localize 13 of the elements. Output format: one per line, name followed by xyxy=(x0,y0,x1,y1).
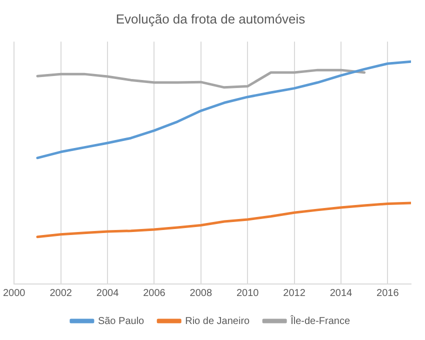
x-tick-label: 2004 xyxy=(96,288,120,299)
x-tick-label: 2000 xyxy=(3,288,26,299)
x-tick-label: 2002 xyxy=(50,288,72,299)
legend-label: Rio de Janeiro xyxy=(185,316,250,327)
x-tick-label: 2010 xyxy=(236,288,260,299)
legend-label: Île-de-France xyxy=(290,314,350,327)
legend-label: São Paulo xyxy=(98,316,145,327)
x-tick-label: 2012 xyxy=(283,288,306,299)
x-tick-label: 2008 xyxy=(190,288,212,299)
x-tick-label: 2016 xyxy=(376,288,400,299)
chart-title: Evolução da frota de automóveis xyxy=(116,11,306,26)
x-tick-label: 2006 xyxy=(143,288,166,299)
x-tick-label: 2014 xyxy=(330,288,353,299)
